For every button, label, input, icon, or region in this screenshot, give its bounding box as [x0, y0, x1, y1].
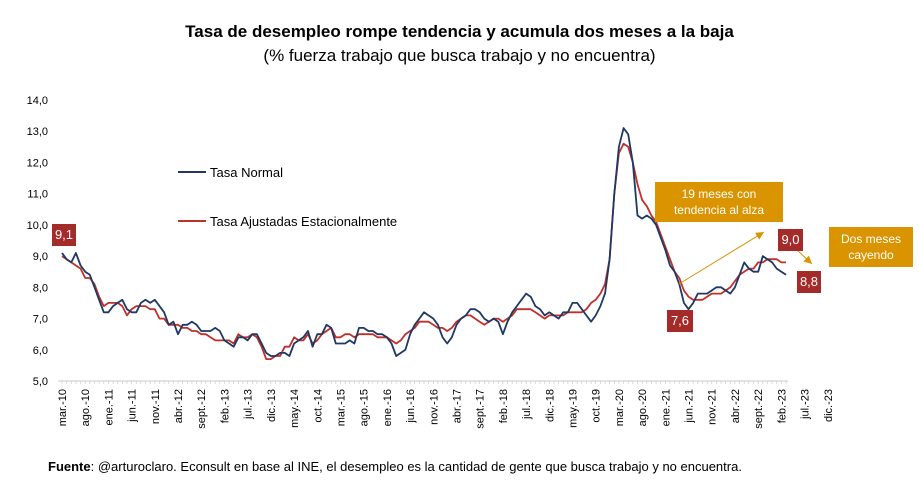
- x-tick-label: sept.-12: [196, 389, 208, 429]
- x-tick-label: feb.-23: [776, 389, 788, 423]
- y-tick-label: 9,0: [33, 251, 48, 263]
- x-tick-label: abr.-22: [730, 389, 742, 423]
- x-tick-label: abr.-12: [173, 389, 185, 423]
- arrow-falling-head: [803, 255, 812, 264]
- x-tick-label: jun.-21: [684, 389, 696, 424]
- x-tick-label: ene.-21: [660, 389, 672, 426]
- x-tick-label: feb.-18: [498, 389, 510, 423]
- x-tick-label: oct.-14: [312, 389, 324, 423]
- x-tick-label: sept.-17: [475, 389, 487, 429]
- x-tick-label: nov.-16: [428, 389, 440, 425]
- x-tick-label: nov.-11: [150, 389, 162, 424]
- legend-label-0: Tasa Normal: [210, 165, 283, 180]
- x-tick-label: jul.-18: [521, 389, 533, 420]
- x-tick-label: jun.-16: [405, 389, 417, 424]
- x-tick-label: mar.-15: [335, 389, 347, 426]
- x-tick-label: sept.-22: [753, 389, 765, 429]
- label-end-value: 8,8: [797, 271, 821, 293]
- y-tick-label: 12,0: [27, 157, 48, 169]
- y-tick-label: 10,0: [27, 220, 48, 232]
- x-tick-label: oct.-19: [591, 389, 603, 423]
- x-tick-label: dic.-23: [823, 389, 835, 422]
- arrow-rising-head: [755, 232, 764, 240]
- x-tick-label: may.-14: [289, 389, 301, 428]
- x-tick-label: dic.-13: [266, 389, 278, 422]
- x-tick-label: ene.-11: [103, 389, 115, 426]
- label-trough-value: 7,6: [667, 310, 693, 332]
- x-tick-label: ago.-10: [80, 389, 92, 426]
- callout-falling: Dos meses cayendo: [829, 227, 913, 267]
- x-tick-label: mar.-10: [57, 389, 69, 426]
- callout-rising: 19 meses con tendencia al alza: [655, 182, 783, 222]
- x-tick-label: jul.-13: [243, 389, 255, 420]
- source-note: Fuente: @arturoclaro. Econsult en base a…: [48, 459, 742, 474]
- x-tick-label: ago.-20: [637, 389, 649, 426]
- x-tick-label: abr.-17: [451, 389, 463, 423]
- x-tick-label: mar.-20: [614, 389, 626, 426]
- source-text: : @arturoclaro. Econsult en base al INE,…: [90, 459, 742, 474]
- series-line-0: [61, 127, 787, 357]
- x-tick-label: ago.-15: [359, 389, 371, 426]
- x-tick-label: jul.-23: [800, 389, 812, 420]
- chart-subtitle: (% fuerza trabajo que busca trabajo y no…: [263, 46, 656, 65]
- series-line-1: [61, 142, 786, 360]
- x-tick-label: dic.-18: [544, 389, 556, 422]
- x-tick-label: feb.-13: [219, 389, 231, 423]
- arrow-rising: [678, 231, 765, 285]
- source-label: Fuente: [48, 459, 91, 474]
- y-tick-label: 11,0: [27, 189, 48, 201]
- x-tick-label: may.-19: [568, 389, 580, 428]
- x-tick-label: ene.-16: [382, 389, 394, 426]
- y-tick-label: 6,0: [33, 345, 48, 357]
- y-tick-label: 13,0: [27, 126, 48, 138]
- y-tick-label: 14,0: [27, 95, 48, 107]
- y-tick-label: 5,0: [33, 376, 48, 388]
- label-start-value: 9,1: [52, 224, 76, 246]
- chart-title: Tasa de desempleo rompe tendencia y acum…: [185, 22, 734, 41]
- y-tick-label: 7,0: [33, 314, 48, 326]
- x-tick-label: jun.-11: [127, 389, 139, 423]
- x-tick-label: nov.-21: [707, 389, 719, 425]
- y-tick-label: 8,0: [33, 282, 48, 294]
- legend-label-1: Tasa Ajustadas Estacionalmente: [210, 214, 397, 229]
- label-peak-value: 9,0: [778, 229, 803, 251]
